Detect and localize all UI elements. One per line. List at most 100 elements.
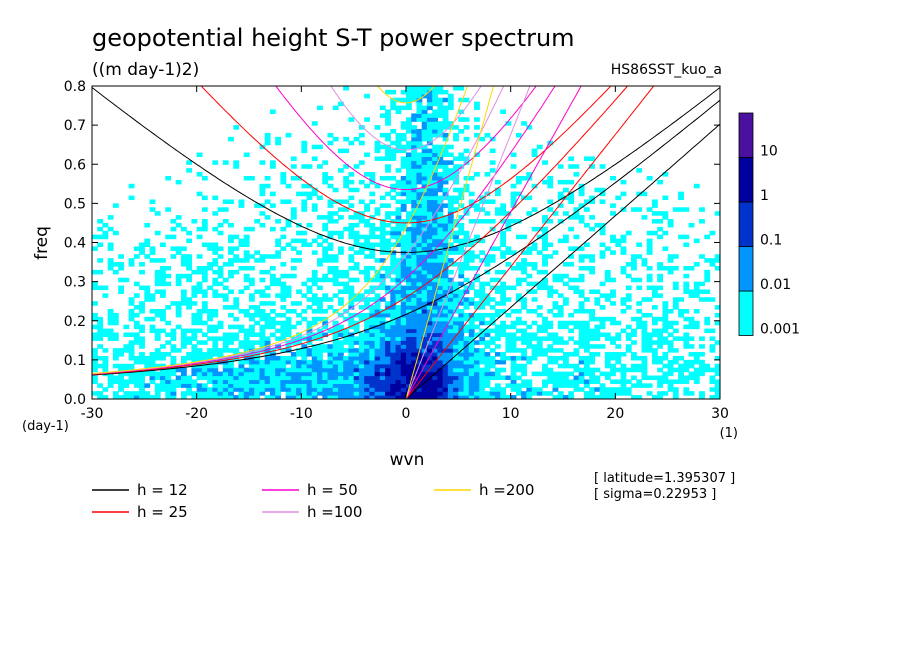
heatmap-cell — [165, 340, 172, 345]
heatmap-cell — [458, 117, 465, 122]
heatmap-cell — [416, 156, 423, 161]
heatmap-cell — [170, 387, 177, 392]
heatmap-cell — [269, 379, 276, 384]
heatmap-cell — [474, 293, 480, 298]
heatmap-cell — [411, 344, 418, 349]
heatmap-cell — [453, 207, 459, 212]
heatmap-cell — [484, 367, 491, 373]
heatmap-cell — [426, 316, 433, 322]
heatmap-cell — [432, 129, 438, 134]
heatmap-cell — [369, 230, 376, 236]
heatmap-cell — [625, 344, 632, 349]
heatmap-cell — [348, 320, 355, 326]
heatmap-cell — [678, 363, 684, 369]
heatmap-cell — [400, 242, 407, 248]
heatmap-cell — [301, 203, 308, 208]
heatmap-cell — [615, 387, 622, 392]
heatmap-cell — [432, 226, 438, 232]
heatmap-cell — [610, 203, 616, 208]
heatmap-cell — [447, 262, 454, 267]
heatmap-cell — [500, 211, 507, 216]
heatmap-cell — [521, 391, 527, 396]
heatmap-cell — [269, 367, 276, 373]
heatmap-cell — [505, 246, 512, 251]
heatmap-cell — [426, 172, 433, 177]
heatmap-cell — [400, 293, 407, 298]
heatmap-cell — [641, 348, 648, 353]
heatmap-cell — [343, 179, 350, 185]
heatmap-cell — [175, 246, 182, 251]
heatmap-cell — [714, 363, 720, 369]
heatmap-cell — [97, 269, 104, 275]
heatmap-cell — [636, 207, 643, 212]
heatmap-cell — [238, 340, 245, 345]
heatmap-cell — [515, 265, 522, 271]
heatmap-cell — [369, 277, 376, 283]
heatmap-cell — [358, 211, 365, 216]
heatmap-cell — [683, 387, 690, 392]
heatmap-cell — [458, 379, 465, 384]
heatmap-cell — [442, 281, 449, 287]
heatmap-cell — [667, 371, 674, 377]
heatmap-cell — [625, 305, 632, 310]
heatmap-cell — [416, 105, 423, 111]
heatmap-cell — [343, 285, 350, 291]
heatmap-cell — [343, 281, 350, 287]
heatmap-cell — [317, 387, 323, 392]
heatmap-cell — [542, 379, 548, 384]
heatmap-cell — [196, 320, 203, 326]
heatmap-cell — [594, 367, 601, 373]
heatmap-cell — [662, 309, 669, 314]
heatmap-cell — [453, 195, 459, 201]
heatmap-cell — [374, 336, 381, 341]
heatmap-cell — [228, 336, 234, 341]
heatmap-cell — [474, 387, 480, 392]
heatmap-cell — [123, 371, 130, 377]
heatmap-cell — [494, 328, 501, 334]
heatmap-cell — [432, 332, 438, 337]
heatmap-cell — [453, 238, 459, 244]
heatmap-cell — [453, 125, 459, 130]
heatmap-cell — [379, 277, 386, 283]
heatmap-cell — [275, 254, 281, 259]
heatmap-cell — [385, 109, 391, 114]
heatmap-cell — [500, 387, 507, 392]
heatmap-cell — [222, 391, 229, 396]
heatmap-cell — [322, 395, 329, 399]
heatmap-cell — [327, 395, 334, 399]
heatmap-cell — [573, 164, 580, 169]
heatmap-cell — [395, 375, 402, 381]
heatmap-cell — [542, 258, 548, 263]
heatmap-cell — [322, 363, 329, 369]
heatmap-cell — [337, 148, 344, 154]
heatmap-cell — [432, 305, 438, 310]
heatmap-cell — [432, 285, 438, 291]
heatmap-cell — [526, 195, 533, 201]
heatmap-cell — [327, 215, 334, 220]
heatmap-cell — [615, 332, 622, 337]
heatmap-cell — [568, 379, 575, 384]
heatmap-cell — [531, 148, 538, 154]
heatmap-cell — [704, 269, 711, 275]
heatmap-cell — [222, 395, 229, 399]
heatmap-cell — [411, 97, 418, 103]
heatmap-cell — [463, 254, 470, 259]
heatmap-cell — [442, 164, 449, 169]
heatmap-cell — [406, 89, 412, 95]
heatmap-cell — [343, 387, 350, 392]
heatmap-cell — [583, 355, 590, 361]
heatmap-cell — [212, 277, 219, 283]
heatmap-cell — [557, 379, 564, 384]
heatmap-cell — [165, 395, 172, 399]
heatmap-cell — [201, 277, 208, 283]
heatmap-cell — [353, 187, 360, 193]
heatmap-cell — [238, 265, 245, 271]
heatmap-cell — [249, 226, 255, 232]
heatmap-cell — [494, 359, 501, 365]
heatmap-cell — [160, 328, 166, 334]
heatmap-cell — [390, 383, 397, 388]
heatmap-cell — [578, 293, 585, 298]
heatmap-cell — [515, 320, 522, 326]
heatmap-cell — [317, 332, 323, 337]
heatmap-cell — [709, 230, 716, 236]
